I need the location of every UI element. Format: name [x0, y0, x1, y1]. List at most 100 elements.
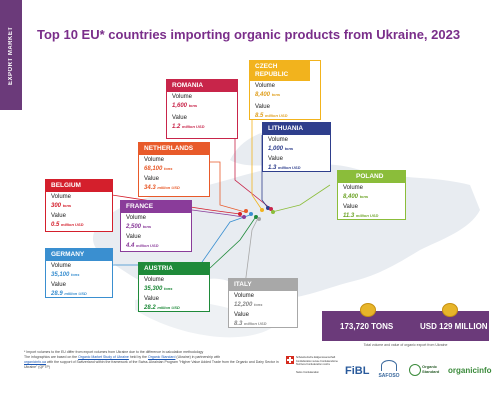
value-unit: million USD	[61, 221, 84, 227]
volume-unit: tons	[164, 285, 173, 291]
volume-label: Volume	[268, 137, 289, 143]
country-name: BELGIUM	[46, 180, 112, 192]
country-card-romania: ROMANIA Volume 1,600 tons Value 1.2 mill…	[166, 79, 238, 139]
value-unit: million USD	[157, 304, 180, 310]
map-dots	[238, 206, 275, 221]
volume-value: 1,000	[268, 145, 284, 152]
volume-unit: tons	[284, 145, 294, 151]
value-unit: million USD	[278, 164, 301, 170]
country-card-italy: ITALY Volume 12,200 tons Value 8.3 milli…	[228, 278, 298, 328]
volume-value: 8,400	[343, 193, 359, 200]
organic-standard-leaf-icon	[409, 364, 421, 376]
country-name: NETHERLANDS	[139, 143, 209, 155]
volume-value: 8,400	[255, 91, 271, 98]
value-amount: 28.2	[144, 304, 156, 311]
volume-value: 1,600	[172, 102, 188, 109]
totals-caption: Total volume and value of organic export…	[363, 343, 448, 347]
country-name: CZECH REPUBLIC	[250, 61, 310, 81]
footnote-line2c: (Ukraine) in partnership with	[176, 355, 221, 359]
footnote-line2: The infographics are based on the	[24, 355, 78, 359]
organicinfo-logo: organicinfo	[448, 366, 492, 375]
value-label: Value	[255, 104, 270, 110]
connector-austria	[209, 217, 256, 269]
volume-unit: tons	[62, 202, 72, 208]
country-card-netherlands: NETHERLANDS Volume 68,100 tons Value 34.…	[138, 142, 210, 197]
country-name: FRANCE	[121, 201, 191, 213]
country-name: GERMANY	[46, 249, 112, 261]
country-name: POLAND	[338, 171, 405, 183]
volume-unit: tons	[188, 102, 198, 108]
value-unit: million USD	[265, 112, 288, 118]
safoso-logo: SAFOSO	[373, 360, 405, 382]
dot-netherlands	[244, 209, 248, 213]
volume-label: Volume	[51, 194, 72, 200]
coin-stack-icon	[360, 303, 376, 317]
dot-romania	[269, 207, 273, 211]
swiss-cross-icon	[286, 356, 294, 364]
fibl-logo: FiBL	[345, 365, 370, 377]
country-name: AUSTRIA	[139, 263, 209, 275]
volume-label: Volume	[51, 263, 72, 269]
volume-unit: tons	[164, 165, 173, 171]
value-label: Value	[343, 204, 358, 210]
coin-stack-icon	[442, 303, 458, 317]
volume-label: Volume	[172, 94, 193, 100]
safoso-logo-text: SAFOSO	[378, 373, 400, 379]
organic-standard-text: Organic Standard	[422, 364, 440, 374]
value-unit: million USD	[355, 212, 379, 218]
volume-value: 12,200	[234, 301, 253, 308]
value-label: Value	[144, 176, 159, 182]
volume-label: Volume	[234, 293, 255, 299]
country-card-belgium: BELGIUM Volume 300 tons Value 0.5 millio…	[45, 179, 113, 232]
value-amount: 1.2	[172, 123, 181, 130]
country-card-germany: GERMANY Volume 35,100 tons Value 28.9 mi…	[45, 248, 113, 298]
value-amount: 8.5	[255, 112, 264, 119]
volume-unit: tons	[142, 223, 152, 229]
page-title: Top 10 EU* countries importing organic p…	[37, 27, 461, 42]
dot-austria	[254, 215, 258, 219]
volume-value: 35,100	[51, 271, 70, 278]
value-amount: 1.3	[268, 164, 277, 171]
volume-label: Volume	[126, 215, 147, 221]
value-unit: million USD	[157, 184, 180, 190]
connector-italy	[244, 217, 259, 286]
volume-unit: tons	[271, 91, 281, 97]
volume-label: Volume	[144, 277, 165, 283]
value-amount: 0.5	[51, 221, 60, 228]
connector-poland	[271, 184, 331, 213]
footnote-line3: with the support of Switzerland within t…	[24, 360, 279, 369]
value-label: Value	[144, 296, 159, 302]
country-card-czech: CZECH REPUBLIC Volume 8,400 tons Value 8…	[249, 60, 321, 120]
volume-value: 68,100	[144, 165, 163, 172]
swiss-logo: Schweizerische Eidgenossenschaft Confédé…	[286, 356, 338, 382]
value-unit: million USD	[182, 123, 205, 129]
connector-france	[191, 209, 244, 218]
footnote: * Import volumes to the EU differ from e…	[24, 350, 279, 370]
study-link[interactable]: Organic Market Study of Ukraine	[78, 355, 129, 359]
organic-standard-link[interactable]: Organic Standard	[147, 355, 176, 359]
volume-unit: tons	[71, 271, 80, 277]
volume-label: Volume	[144, 157, 165, 163]
total-usd: USD 129 MILLION	[420, 322, 488, 331]
swiss-logo-text: Schweizerische Eidgenossenschaft Confédé…	[296, 356, 338, 366]
value-label: Value	[268, 156, 283, 162]
organicinfo-link[interactable]: organicinfo.ua	[24, 360, 46, 364]
sidebar-tab: EXPORT MARKET	[0, 0, 22, 110]
footnote-line1: * Import volumes to the EU differ from e…	[24, 350, 204, 354]
value-amount: 4.4	[126, 242, 135, 249]
value-unit: million USD	[136, 242, 159, 248]
organic-standard-logo: Organic Standard	[409, 362, 443, 382]
country-name: ROMANIA	[167, 80, 237, 92]
country-name: ITALY	[229, 279, 297, 291]
value-amount: 34.3	[144, 184, 156, 191]
value-amount: 28.9	[51, 290, 63, 297]
dot-czech	[260, 208, 264, 212]
safoso-mark-icon	[381, 360, 397, 371]
volume-value: 35,300	[144, 285, 163, 292]
value-unit: million USD	[64, 290, 87, 296]
dot-poland	[271, 210, 275, 214]
volume-label: Volume	[343, 185, 364, 191]
volume-unit: tons	[254, 301, 263, 307]
country-name: LITHUANIA	[263, 123, 330, 135]
